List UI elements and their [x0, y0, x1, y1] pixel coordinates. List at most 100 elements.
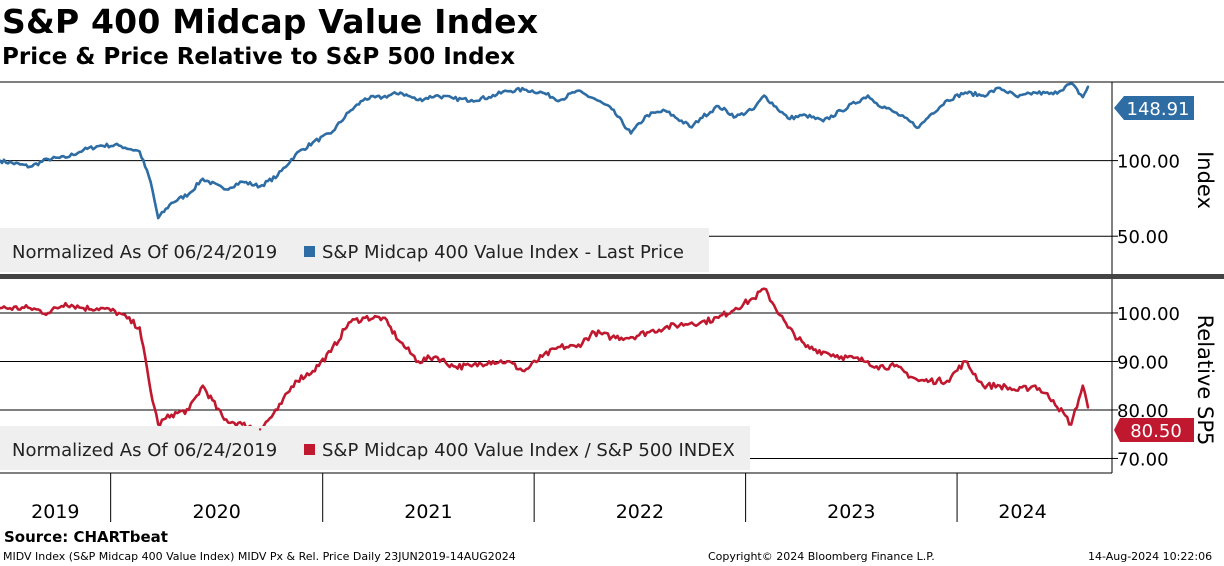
- relative-point: [1052, 399, 1055, 402]
- price-point: [187, 192, 191, 196]
- relative-point: [752, 297, 755, 300]
- y-tick-label: 50.00: [1117, 227, 1169, 248]
- relative-legend-series: S&P Midcap 400 Value Index / S&P 500 IND…: [322, 440, 735, 461]
- x-tick-label: 2022: [616, 501, 664, 523]
- price-point: [0, 159, 2, 162]
- relative-point: [82, 306, 85, 310]
- price-point: [417, 98, 420, 102]
- relative-point: [223, 418, 226, 421]
- relative-point: [149, 389, 152, 392]
- relative-point: [559, 345, 562, 349]
- price-point: [981, 94, 985, 97]
- relative-point: [276, 408, 279, 412]
- price-point: [46, 157, 50, 161]
- price-point: [201, 177, 204, 180]
- relative-point: [46, 311, 50, 315]
- relative-legend: Normalized As Of 06/24/2019 S&P Midcap 4…: [0, 426, 750, 470]
- relative-point: [241, 423, 244, 426]
- relative-point: [329, 350, 332, 353]
- relative-points: [0, 287, 1090, 431]
- price-point: [523, 88, 526, 91]
- source-note: Source: CHARTbeat: [4, 528, 168, 546]
- relative-legend-background: [0, 426, 750, 470]
- relative-point: [717, 316, 720, 319]
- price-point: [434, 94, 437, 97]
- price-point: [593, 97, 596, 100]
- price-point: [149, 180, 152, 183]
- price-point: [470, 98, 473, 102]
- price-axis-label: Index: [1193, 151, 1217, 209]
- footer-timestamp: 14-Aug-2024 10:22:06: [1088, 550, 1213, 563]
- relative-point: [138, 326, 141, 329]
- price-point: [170, 201, 173, 205]
- price-point: [138, 150, 141, 153]
- relative-panel: 70.00 80.00 90.00 100.00 Relative SP5 Norma…: [0, 287, 1217, 470]
- price-point: [1034, 91, 1037, 94]
- relative-point: [699, 321, 702, 324]
- relative-point: [866, 360, 870, 363]
- price-last-value: 148.91: [1127, 99, 1190, 120]
- price-point: [82, 148, 85, 152]
- relative-point: [946, 379, 949, 383]
- x-tick-label: 2024: [998, 501, 1046, 523]
- price-point: [559, 98, 562, 102]
- relative-point: [505, 360, 509, 363]
- relative-point: [1086, 406, 1090, 409]
- relative-point: [964, 360, 967, 363]
- price-point: [117, 144, 121, 147]
- price-legend-swatch: [304, 246, 315, 257]
- relative-point: [363, 316, 367, 319]
- relative-point: [786, 326, 790, 329]
- relative-point: [928, 379, 931, 383]
- price-point: [1081, 95, 1085, 99]
- y-tick-label: 90.00: [1117, 352, 1169, 373]
- relative-point: [417, 360, 420, 363]
- price-point: [1070, 82, 1073, 85]
- relative-legend-swatch: [304, 444, 315, 455]
- price-point: [258, 185, 262, 188]
- x-tick-label: 2020: [192, 501, 240, 523]
- relative-point: [117, 311, 121, 315]
- relative-point: [804, 345, 808, 349]
- relative-point: [610, 336, 613, 339]
- price-legend-series: S&P Midcap 400 Value Index - Last Price: [322, 242, 684, 263]
- price-point: [505, 89, 509, 93]
- relative-point: [1016, 389, 1020, 392]
- price-point: [487, 95, 491, 99]
- price-point: [452, 97, 455, 100]
- price-point: [64, 156, 67, 159]
- y-tick-label: 100.00: [1117, 304, 1180, 325]
- relative-point: [347, 321, 350, 324]
- price-panel: 50.00 100.00 Index Normalized As Of 06/24…: [0, 81, 1224, 272]
- relative-point: [998, 384, 1002, 387]
- x-tick-label: 2021: [404, 501, 452, 523]
- price-point: [575, 89, 578, 93]
- price-point: [381, 95, 385, 99]
- price-point: [1052, 92, 1055, 96]
- relative-last-value-badge: 80.50: [1114, 418, 1194, 442]
- relative-point: [381, 316, 385, 319]
- price-point: [762, 94, 766, 97]
- price-point: [610, 108, 613, 111]
- price-point: [629, 132, 633, 135]
- panel-separator: [0, 274, 1224, 279]
- footer-description: MIDV Index (S&P Midcap 400 Value Index) …: [3, 550, 516, 563]
- relative-axis-label: Relative SP5: [1193, 315, 1217, 446]
- relative-point: [294, 379, 297, 383]
- relative-point: [258, 428, 262, 431]
- relative-point: [875, 365, 878, 368]
- price-point: [1016, 95, 1020, 99]
- price-points: [0, 82, 1090, 220]
- relative-point: [762, 287, 766, 290]
- relative-point: [629, 336, 633, 339]
- relative-point: [28, 306, 32, 310]
- relative-point: [663, 326, 667, 329]
- price-point: [399, 91, 402, 94]
- price-point: [663, 109, 667, 112]
- relative-last-value: 80.50: [1130, 421, 1182, 442]
- price-point: [866, 94, 870, 97]
- chart-subtitle: Price & Price Relative to S&P 500 Index: [2, 44, 516, 70]
- relative-point: [157, 423, 160, 426]
- chart-title: S&P 400 Midcap Value Index: [2, 2, 539, 41]
